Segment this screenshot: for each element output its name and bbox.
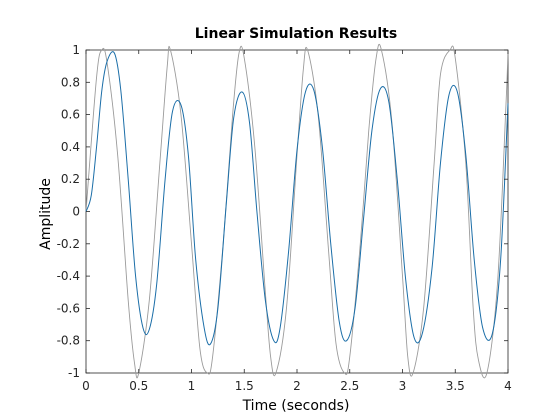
x-tick-label: 0.5 xyxy=(129,379,148,393)
x-tick-label: 1.5 xyxy=(235,379,254,393)
plot-area: 0 0.5 1 1.5 2 2.5 3 3.5 4 -1 -0.8 -0.6 -0.4 -0.2 0 0.2 0… xyxy=(57,43,512,393)
y-tick-label: -0.4 xyxy=(57,269,80,283)
y-tick-label: -0.2 xyxy=(57,237,80,251)
series-line-response xyxy=(85,51,509,346)
x-tick-label: 2 xyxy=(293,379,301,393)
y-tick-label: 0 xyxy=(72,205,80,219)
axes-box xyxy=(85,49,509,374)
y-axis-label: Amplitude xyxy=(38,178,54,250)
y-tick-label: 0.6 xyxy=(61,108,80,122)
y-tick-label: -0.8 xyxy=(57,334,80,348)
x-tick-label: 0 xyxy=(82,379,90,393)
x-axis-label: Time (seconds) xyxy=(242,398,350,414)
y-tick-label: 0.8 xyxy=(61,75,80,89)
y-tick-label: 0.2 xyxy=(61,172,80,186)
y-tick-label: -0.6 xyxy=(57,301,80,315)
x-tick-label: 1 xyxy=(188,379,196,393)
y-tick-label: 0.4 xyxy=(61,140,80,154)
chart-title: Linear Simulation Results xyxy=(195,26,397,42)
y-tick-label: 1 xyxy=(72,43,80,57)
series-layer xyxy=(85,43,509,379)
tick-layer: 0 0.5 1 1.5 2 2.5 3 3.5 4 -1 -0.8 -0.6 -0.4 -0.2 0 0.2 0… xyxy=(57,43,512,393)
x-tick-label: 4 xyxy=(504,379,512,393)
x-tick-label: 2.5 xyxy=(340,379,359,393)
y-tick-label: -1 xyxy=(68,366,80,380)
x-tick-label: 3.5 xyxy=(446,379,465,393)
x-tick-label: 3 xyxy=(399,379,407,393)
series-line-input xyxy=(85,43,509,379)
